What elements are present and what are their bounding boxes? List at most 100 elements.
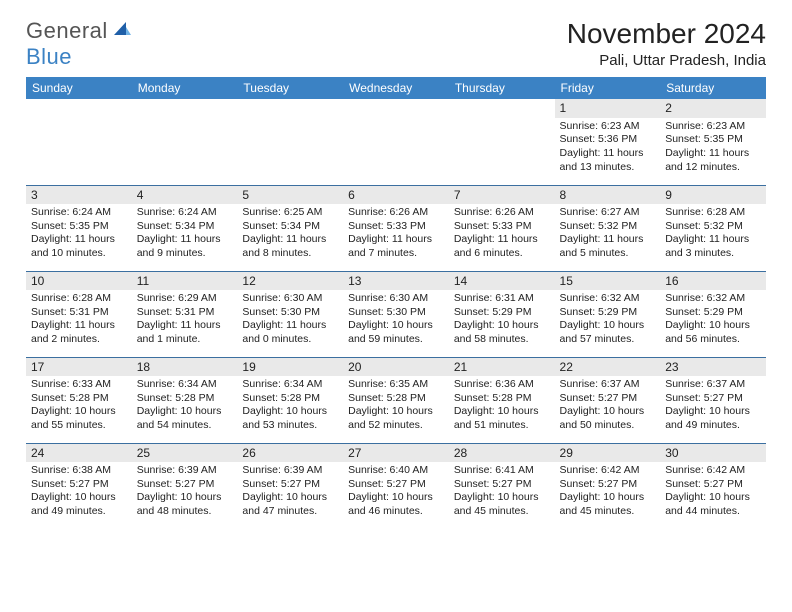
sunrise-text: Sunrise: 6:28 AM bbox=[31, 292, 127, 306]
sunset-text: Sunset: 5:29 PM bbox=[665, 306, 761, 320]
day-header: Saturday bbox=[660, 77, 766, 99]
calendar-cell: 26Sunrise: 6:39 AMSunset: 5:27 PMDayligh… bbox=[237, 443, 343, 529]
sunrise-text: Sunrise: 6:26 AM bbox=[454, 206, 550, 220]
day-header: Friday bbox=[555, 77, 661, 99]
day-number: 9 bbox=[660, 186, 766, 205]
calendar-cell bbox=[132, 99, 238, 185]
calendar-body: 1Sunrise: 6:23 AMSunset: 5:36 PMDaylight… bbox=[26, 99, 766, 529]
day-number: 12 bbox=[237, 272, 343, 291]
sunrise-text: Sunrise: 6:23 AM bbox=[665, 120, 761, 134]
day-header: Monday bbox=[132, 77, 238, 99]
calendar-cell: 19Sunrise: 6:34 AMSunset: 5:28 PMDayligh… bbox=[237, 357, 343, 443]
calendar-row: 3Sunrise: 6:24 AMSunset: 5:35 PMDaylight… bbox=[26, 185, 766, 271]
sunrise-text: Sunrise: 6:26 AM bbox=[348, 206, 444, 220]
logo-text-blue: Blue bbox=[26, 44, 72, 69]
day-number: 16 bbox=[660, 272, 766, 291]
day-number: 25 bbox=[132, 444, 238, 463]
sunrise-text: Sunrise: 6:37 AM bbox=[560, 378, 656, 392]
sunrise-text: Sunrise: 6:38 AM bbox=[31, 464, 127, 478]
sunrise-text: Sunrise: 6:30 AM bbox=[242, 292, 338, 306]
calendar-cell: 9Sunrise: 6:28 AMSunset: 5:32 PMDaylight… bbox=[660, 185, 766, 271]
calendar-cell: 22Sunrise: 6:37 AMSunset: 5:27 PMDayligh… bbox=[555, 357, 661, 443]
calendar-row: 10Sunrise: 6:28 AMSunset: 5:31 PMDayligh… bbox=[26, 271, 766, 357]
logo-sail-icon bbox=[112, 19, 132, 44]
day-number: 17 bbox=[26, 358, 132, 377]
sunset-text: Sunset: 5:29 PM bbox=[560, 306, 656, 320]
sunset-text: Sunset: 5:29 PM bbox=[454, 306, 550, 320]
sunset-text: Sunset: 5:33 PM bbox=[348, 220, 444, 234]
calendar-row: 24Sunrise: 6:38 AMSunset: 5:27 PMDayligh… bbox=[26, 443, 766, 529]
calendar-cell: 30Sunrise: 6:42 AMSunset: 5:27 PMDayligh… bbox=[660, 443, 766, 529]
sunrise-text: Sunrise: 6:39 AM bbox=[242, 464, 338, 478]
day-number: 5 bbox=[237, 186, 343, 205]
calendar-cell: 5Sunrise: 6:25 AMSunset: 5:34 PMDaylight… bbox=[237, 185, 343, 271]
sunrise-text: Sunrise: 6:40 AM bbox=[348, 464, 444, 478]
sunset-text: Sunset: 5:27 PM bbox=[31, 478, 127, 492]
day-number: 3 bbox=[26, 186, 132, 205]
day-number: 23 bbox=[660, 358, 766, 377]
day-number: 6 bbox=[343, 186, 449, 205]
calendar-cell: 2Sunrise: 6:23 AMSunset: 5:35 PMDaylight… bbox=[660, 99, 766, 185]
calendar-cell bbox=[26, 99, 132, 185]
calendar-cell: 4Sunrise: 6:24 AMSunset: 5:34 PMDaylight… bbox=[132, 185, 238, 271]
location-label: Pali, Uttar Pradesh, India bbox=[567, 52, 766, 69]
daylight-text: Daylight: 11 hours and 8 minutes. bbox=[242, 233, 338, 260]
calendar-cell: 24Sunrise: 6:38 AMSunset: 5:27 PMDayligh… bbox=[26, 443, 132, 529]
sunrise-text: Sunrise: 6:39 AM bbox=[137, 464, 233, 478]
calendar-cell: 8Sunrise: 6:27 AMSunset: 5:32 PMDaylight… bbox=[555, 185, 661, 271]
sunrise-text: Sunrise: 6:41 AM bbox=[454, 464, 550, 478]
day-number: 28 bbox=[449, 444, 555, 463]
daylight-text: Daylight: 10 hours and 49 minutes. bbox=[31, 491, 127, 518]
daylight-text: Daylight: 10 hours and 49 minutes. bbox=[665, 405, 761, 432]
sunrise-text: Sunrise: 6:28 AM bbox=[665, 206, 761, 220]
day-number: 20 bbox=[343, 358, 449, 377]
calendar-cell: 10Sunrise: 6:28 AMSunset: 5:31 PMDayligh… bbox=[26, 271, 132, 357]
day-number: 7 bbox=[449, 186, 555, 205]
title-block: November 2024 Pali, Uttar Pradesh, India bbox=[567, 18, 766, 69]
day-number: 30 bbox=[660, 444, 766, 463]
calendar-cell: 11Sunrise: 6:29 AMSunset: 5:31 PMDayligh… bbox=[132, 271, 238, 357]
calendar-cell: 25Sunrise: 6:39 AMSunset: 5:27 PMDayligh… bbox=[132, 443, 238, 529]
sunrise-text: Sunrise: 6:33 AM bbox=[31, 378, 127, 392]
calendar-cell bbox=[449, 99, 555, 185]
sunrise-text: Sunrise: 6:25 AM bbox=[242, 206, 338, 220]
sunset-text: Sunset: 5:28 PM bbox=[454, 392, 550, 406]
sunset-text: Sunset: 5:31 PM bbox=[137, 306, 233, 320]
daylight-text: Daylight: 10 hours and 50 minutes. bbox=[560, 405, 656, 432]
sunset-text: Sunset: 5:28 PM bbox=[137, 392, 233, 406]
sunrise-text: Sunrise: 6:37 AM bbox=[665, 378, 761, 392]
day-number: 11 bbox=[132, 272, 238, 291]
sunset-text: Sunset: 5:28 PM bbox=[348, 392, 444, 406]
calendar-cell: 20Sunrise: 6:35 AMSunset: 5:28 PMDayligh… bbox=[343, 357, 449, 443]
calendar-cell: 17Sunrise: 6:33 AMSunset: 5:28 PMDayligh… bbox=[26, 357, 132, 443]
daylight-text: Daylight: 10 hours and 57 minutes. bbox=[560, 319, 656, 346]
daylight-text: Daylight: 10 hours and 45 minutes. bbox=[560, 491, 656, 518]
daylight-text: Daylight: 10 hours and 53 minutes. bbox=[242, 405, 338, 432]
sunrise-text: Sunrise: 6:42 AM bbox=[665, 464, 761, 478]
sunrise-text: Sunrise: 6:30 AM bbox=[348, 292, 444, 306]
daylight-text: Daylight: 11 hours and 9 minutes. bbox=[137, 233, 233, 260]
daylight-text: Daylight: 10 hours and 52 minutes. bbox=[348, 405, 444, 432]
daylight-text: Daylight: 10 hours and 54 minutes. bbox=[137, 405, 233, 432]
day-header: Wednesday bbox=[343, 77, 449, 99]
calendar-cell: 16Sunrise: 6:32 AMSunset: 5:29 PMDayligh… bbox=[660, 271, 766, 357]
daylight-text: Daylight: 10 hours and 48 minutes. bbox=[137, 491, 233, 518]
sunset-text: Sunset: 5:27 PM bbox=[665, 392, 761, 406]
calendar-cell: 15Sunrise: 6:32 AMSunset: 5:29 PMDayligh… bbox=[555, 271, 661, 357]
calendar-cell: 3Sunrise: 6:24 AMSunset: 5:35 PMDaylight… bbox=[26, 185, 132, 271]
sunset-text: Sunset: 5:28 PM bbox=[242, 392, 338, 406]
daylight-text: Daylight: 11 hours and 7 minutes. bbox=[348, 233, 444, 260]
sunset-text: Sunset: 5:31 PM bbox=[31, 306, 127, 320]
day-number: 24 bbox=[26, 444, 132, 463]
sunrise-text: Sunrise: 6:27 AM bbox=[560, 206, 656, 220]
sunrise-text: Sunrise: 6:31 AM bbox=[454, 292, 550, 306]
calendar-cell: 29Sunrise: 6:42 AMSunset: 5:27 PMDayligh… bbox=[555, 443, 661, 529]
sunrise-text: Sunrise: 6:34 AM bbox=[137, 378, 233, 392]
calendar-cell: 1Sunrise: 6:23 AMSunset: 5:36 PMDaylight… bbox=[555, 99, 661, 185]
calendar-cell: 18Sunrise: 6:34 AMSunset: 5:28 PMDayligh… bbox=[132, 357, 238, 443]
calendar-cell: 27Sunrise: 6:40 AMSunset: 5:27 PMDayligh… bbox=[343, 443, 449, 529]
daylight-text: Daylight: 10 hours and 44 minutes. bbox=[665, 491, 761, 518]
sunset-text: Sunset: 5:34 PM bbox=[242, 220, 338, 234]
sunrise-text: Sunrise: 6:32 AM bbox=[665, 292, 761, 306]
sunset-text: Sunset: 5:28 PM bbox=[31, 392, 127, 406]
